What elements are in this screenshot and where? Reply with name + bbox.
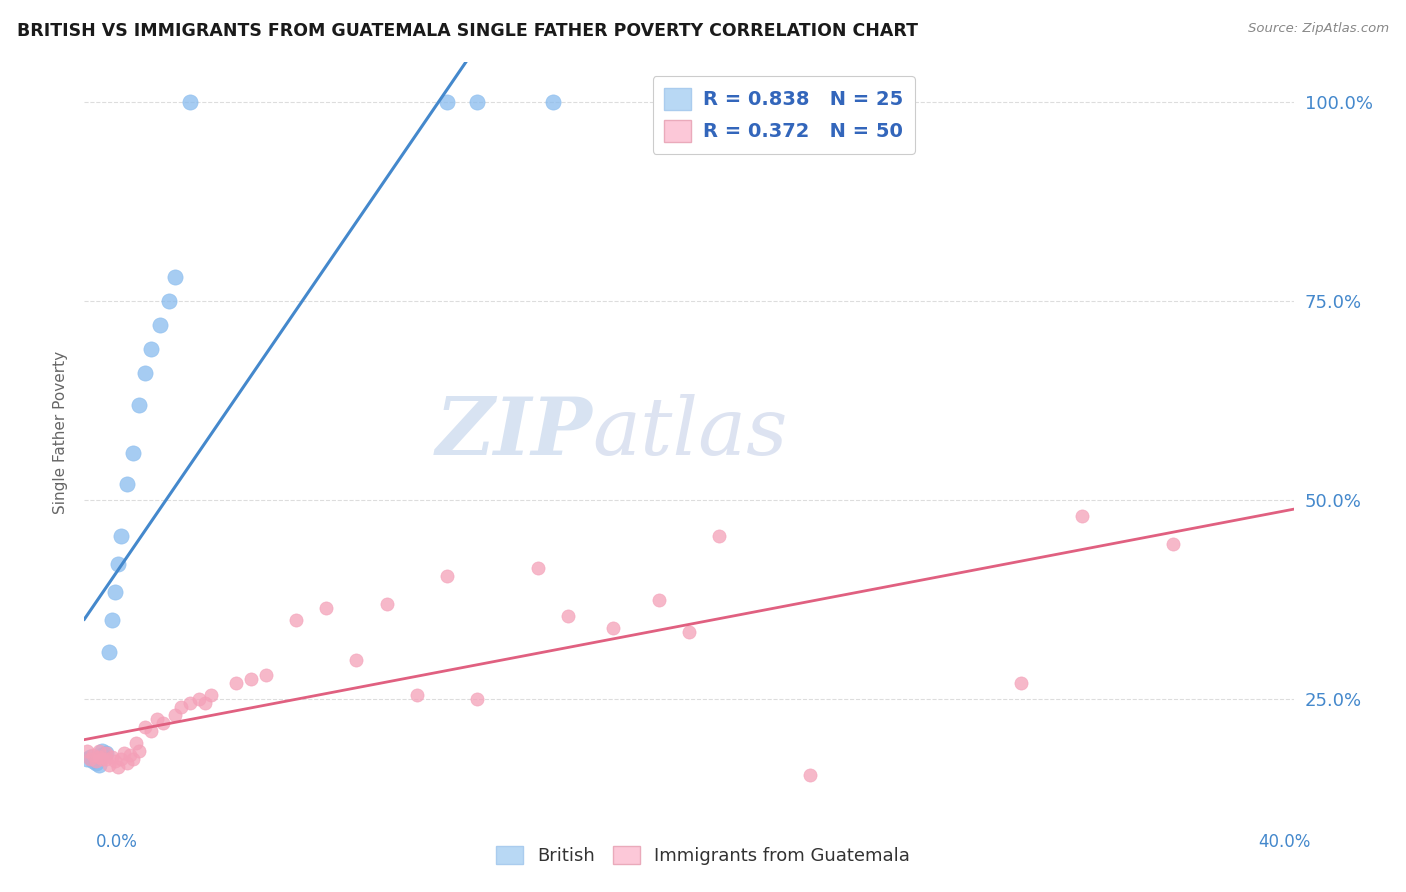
Point — [89, 757, 111, 772]
Point — [121, 752, 143, 766]
Point — [91, 744, 114, 758]
Text: ZIP: ZIP — [436, 394, 592, 471]
Point — [94, 752, 117, 766]
Point — [76, 752, 98, 766]
Point — [97, 644, 120, 658]
Point — [82, 747, 104, 762]
Point — [128, 744, 150, 758]
Point — [89, 744, 111, 758]
Point — [648, 592, 671, 607]
Point — [91, 747, 114, 762]
Point — [194, 696, 217, 710]
Point — [375, 597, 398, 611]
Point — [128, 398, 150, 412]
Point — [709, 529, 731, 543]
Point — [115, 477, 138, 491]
Point — [225, 676, 247, 690]
Point — [165, 270, 187, 285]
Point — [602, 621, 624, 635]
Point — [436, 569, 458, 583]
Point — [79, 749, 101, 764]
Point — [107, 557, 129, 571]
Point — [121, 445, 143, 459]
Point — [91, 752, 114, 766]
Point — [82, 755, 104, 769]
Text: BRITISH VS IMMIGRANTS FROM GUATEMALA SINGLE FATHER POVERTY CORRELATION CHART: BRITISH VS IMMIGRANTS FROM GUATEMALA SIN… — [17, 22, 918, 40]
Point — [165, 708, 187, 723]
Point — [100, 613, 122, 627]
Point — [94, 747, 117, 761]
Point — [110, 529, 132, 543]
Point — [170, 700, 193, 714]
Point — [541, 95, 564, 110]
Point — [134, 720, 156, 734]
Point — [110, 752, 132, 766]
Point — [139, 724, 162, 739]
Point — [346, 652, 368, 666]
Point — [107, 760, 129, 774]
Point — [115, 756, 138, 770]
Point — [118, 747, 141, 762]
Point — [97, 757, 120, 772]
Legend: R = 0.838   N = 25, R = 0.372   N = 50: R = 0.838 N = 25, R = 0.372 N = 50 — [652, 76, 915, 153]
Point — [557, 608, 579, 623]
Point — [112, 747, 135, 761]
Point — [188, 692, 211, 706]
Point — [200, 689, 222, 703]
Point — [254, 668, 277, 682]
Point — [157, 294, 180, 309]
Text: atlas: atlas — [592, 394, 787, 471]
Point — [79, 752, 101, 766]
Y-axis label: Single Father Poverty: Single Father Poverty — [53, 351, 69, 514]
Point — [239, 673, 262, 687]
Point — [315, 600, 337, 615]
Point — [149, 318, 172, 333]
Point — [100, 749, 122, 764]
Point — [86, 756, 108, 770]
Point — [146, 712, 169, 726]
Point — [134, 366, 156, 380]
Text: 0.0%: 0.0% — [96, 833, 138, 851]
Legend: British, Immigrants from Guatemala: British, Immigrants from Guatemala — [488, 838, 918, 872]
Point — [125, 736, 148, 750]
Point — [1071, 509, 1094, 524]
Point — [94, 747, 117, 761]
Point — [678, 624, 700, 639]
Point — [179, 95, 201, 110]
Point — [527, 561, 550, 575]
Text: Source: ZipAtlas.com: Source: ZipAtlas.com — [1249, 22, 1389, 36]
Point — [1161, 537, 1184, 551]
Point — [285, 613, 308, 627]
Point — [104, 755, 127, 769]
Point — [436, 95, 458, 110]
Point — [799, 768, 821, 782]
Point — [89, 749, 111, 764]
Point — [139, 342, 162, 356]
Point — [179, 696, 201, 710]
Point — [104, 584, 127, 599]
Point — [152, 716, 174, 731]
Point — [86, 755, 108, 769]
Point — [406, 689, 429, 703]
Point — [467, 692, 489, 706]
Point — [1011, 676, 1033, 690]
Point — [76, 744, 98, 758]
Text: 40.0%: 40.0% — [1258, 833, 1310, 851]
Point — [467, 95, 489, 110]
